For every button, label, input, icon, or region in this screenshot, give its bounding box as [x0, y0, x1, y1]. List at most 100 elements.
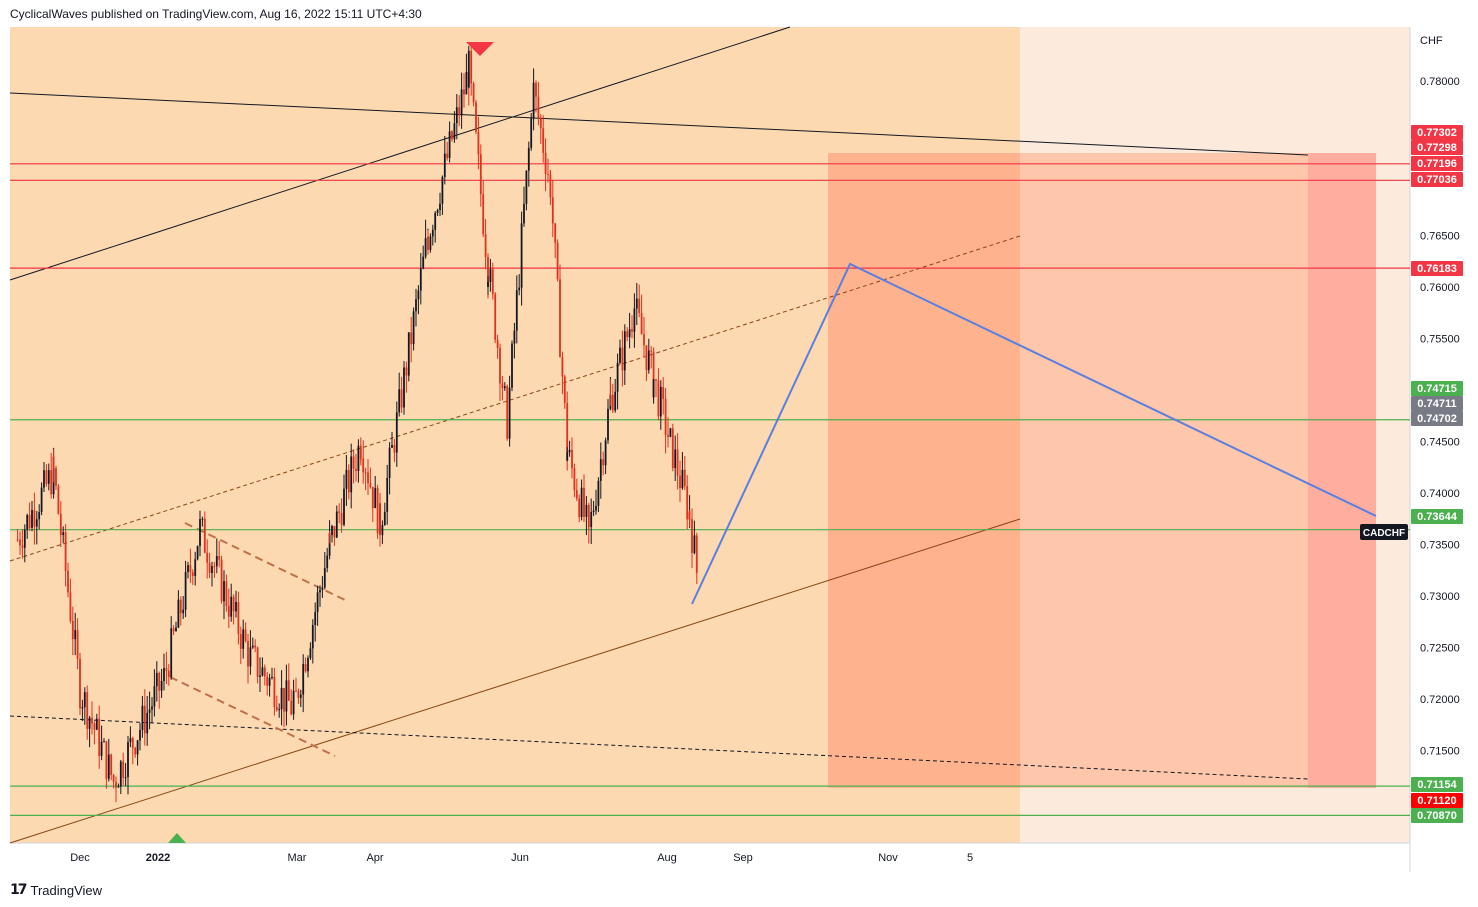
candle-body	[83, 692, 86, 708]
low-marker	[168, 833, 186, 843]
time-axis-ticks: Dec 2022 Mar Apr Jun Aug Sep Nov 5	[70, 852, 973, 864]
channel-midline[interactable]	[9, 235, 1021, 562]
candle-body	[614, 391, 617, 411]
candle-body	[686, 485, 689, 520]
candle-body	[633, 308, 636, 328]
candle-body	[515, 290, 518, 331]
candle-body	[405, 367, 408, 376]
price-label-box	[1411, 793, 1463, 808]
candle-body	[398, 389, 401, 413]
candle-body	[431, 229, 434, 237]
candle-body	[352, 456, 355, 469]
candle-body	[199, 519, 201, 546]
candle-body	[391, 444, 393, 448]
price-label-box	[1411, 808, 1463, 823]
candle-body	[232, 596, 235, 612]
price-labels: 0.77302 0.77298 0.77196 0.77036 0.76183 0.747…	[1411, 125, 1463, 823]
candle-body	[467, 50, 470, 88]
candle-body	[244, 629, 247, 641]
candle-body	[115, 781, 117, 788]
candle-body	[671, 433, 674, 469]
candle-body	[131, 738, 134, 748]
candle-body	[340, 512, 343, 525]
candle-body	[153, 686, 156, 707]
projection-line[interactable]	[691, 262, 1377, 605]
candle-body	[283, 687, 285, 712]
candle-body	[393, 444, 396, 453]
candle-body	[321, 587, 324, 590]
candle-body	[146, 712, 149, 734]
candle-body	[251, 645, 254, 648]
descending-resistance-line[interactable]	[9, 92, 1309, 156]
candle-body	[611, 395, 614, 411]
candle-body	[587, 517, 590, 528]
candle-body	[460, 89, 463, 116]
horizontal-levels[interactable]	[10, 163, 1410, 816]
time-tick-label: Apr	[366, 852, 383, 864]
candle-body	[573, 468, 576, 491]
candle-body	[69, 592, 72, 621]
price-tick-label: 0.78000	[1420, 76, 1460, 88]
candle-body	[662, 387, 665, 399]
candle-body	[107, 754, 110, 779]
candle-body	[117, 786, 120, 788]
candle-body	[691, 519, 693, 554]
candle-body	[280, 687, 283, 710]
price-label-text: 0.73644	[1417, 511, 1458, 523]
flag-upper-line[interactable]	[184, 522, 346, 601]
candle-body	[357, 445, 360, 471]
candle-body	[575, 490, 578, 499]
candle-body	[669, 428, 672, 437]
candle-body	[518, 287, 521, 291]
candle-body	[105, 741, 108, 779]
candle-body	[535, 82, 537, 97]
symbol-tag[interactable]: CADCHF	[1360, 524, 1408, 540]
candle-body	[88, 717, 91, 729]
time-tick-label: Sep	[733, 852, 753, 864]
candle-body	[273, 676, 276, 708]
candle-body	[379, 503, 381, 536]
candle-body	[158, 672, 161, 691]
flag-lower-line[interactable]	[169, 676, 336, 757]
candle-body	[403, 367, 405, 408]
candle-body	[287, 680, 290, 701]
time-tick-label: Jun	[511, 852, 529, 864]
candle-body	[559, 279, 561, 358]
price-label-text: 0.74715	[1417, 383, 1457, 395]
candle-body	[33, 510, 36, 527]
candle-body	[208, 562, 211, 573]
candle-body	[520, 223, 523, 288]
candle-body	[652, 351, 655, 398]
projection-path[interactable]	[691, 262, 1377, 605]
candle-body	[427, 236, 429, 250]
price-tick-label: 0.74000	[1420, 488, 1460, 500]
time-axis-pane[interactable]	[10, 843, 1410, 872]
price-label-box	[1411, 396, 1463, 411]
candle-body	[640, 312, 643, 335]
tradingview-footer[interactable]: 17 TradingView	[10, 880, 102, 900]
candle-body	[328, 532, 331, 556]
candle-body	[40, 487, 43, 512]
candle-body	[477, 131, 480, 155]
candle-body	[74, 630, 77, 640]
price-tick-label: 0.73500	[1420, 540, 1460, 552]
lower-channel-line[interactable]	[9, 518, 1021, 844]
candle-body	[415, 299, 417, 312]
candle-body	[328, 532, 331, 536]
candle-body	[513, 330, 516, 344]
tradingview-logo-icon: 17	[10, 882, 28, 898]
candle-body	[664, 398, 667, 435]
candle-body	[585, 504, 588, 517]
candle-body	[602, 459, 605, 466]
candle-body	[129, 738, 132, 743]
candle-body	[374, 488, 377, 509]
trendlines[interactable]	[9, 26, 1309, 844]
candle-body	[194, 559, 197, 577]
candle-body	[271, 676, 273, 678]
currency-label: CHF	[1420, 35, 1443, 47]
price-label-box	[1411, 777, 1463, 792]
price-label-box	[1411, 172, 1463, 187]
candle-body	[215, 556, 218, 567]
upper-channel-line[interactable]	[9, 26, 791, 281]
